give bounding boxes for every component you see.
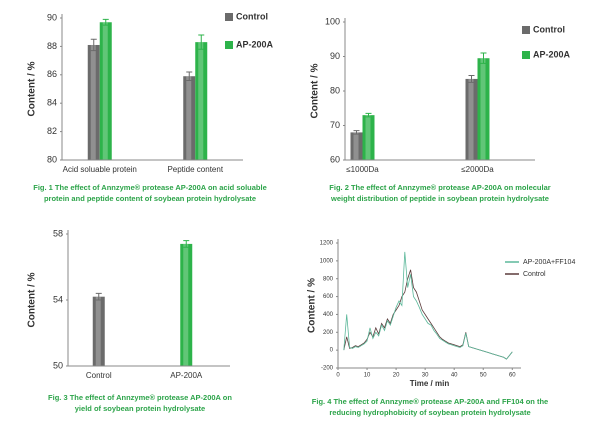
y-tick-label: -200 xyxy=(321,366,334,372)
legend-label: AP-200A+FF104 xyxy=(523,259,575,266)
y-tick-label: 200 xyxy=(323,330,334,336)
bar-highlight xyxy=(183,243,189,366)
caption: yield of soybean protein hydrolysate xyxy=(75,404,205,413)
bar xyxy=(477,58,490,160)
y-tick-label: 82 xyxy=(47,126,57,136)
bar-highlight xyxy=(353,132,359,160)
legend-label: Control xyxy=(236,11,268,21)
error-bar xyxy=(186,71,193,81)
y-tick-label: 60 xyxy=(330,154,340,164)
bar xyxy=(92,296,105,366)
y-tick-label: 80 xyxy=(47,154,57,164)
legend-swatch xyxy=(225,13,233,21)
bar xyxy=(195,42,208,160)
bar xyxy=(87,44,100,161)
y-tick-label: 80 xyxy=(330,85,340,95)
legend-label: Control xyxy=(523,271,546,278)
y-tick-label: 54 xyxy=(53,294,63,304)
error-bar xyxy=(468,74,475,83)
x-tick-label: 40 xyxy=(451,373,458,379)
legend-swatch xyxy=(522,51,530,59)
x-tick-label: 60 xyxy=(509,373,516,379)
x-axis-label: Time / min xyxy=(410,379,450,388)
bar xyxy=(99,22,112,161)
y-tick-label: 58 xyxy=(53,228,63,238)
bar-highlight xyxy=(102,22,108,161)
bar xyxy=(350,132,363,160)
error-bar xyxy=(183,240,190,248)
y-tick-label: 1200 xyxy=(320,241,334,247)
y-tick-label: 400 xyxy=(323,312,334,318)
error-bar xyxy=(365,112,372,118)
x-tick-label: Acid soluable protein xyxy=(63,165,137,174)
legend-swatch xyxy=(225,41,233,49)
bar xyxy=(183,76,196,160)
x-tick-label: 0 xyxy=(336,373,340,379)
line-series xyxy=(343,269,513,360)
error-bar xyxy=(480,52,487,64)
y-axis-label: Content / % xyxy=(27,61,38,116)
caption: Fig. 2 The effect of Annzyme® protease A… xyxy=(329,183,550,192)
bar-highlight xyxy=(480,58,486,160)
bar xyxy=(362,115,375,160)
y-axis-label: Content / % xyxy=(310,63,321,118)
x-tick-label: ≤2000Da xyxy=(461,165,494,174)
bar xyxy=(180,243,193,366)
caption: Fig. 1 The effect of Annzyme® protease A… xyxy=(33,183,267,192)
y-tick-label: 800 xyxy=(323,276,334,282)
error-bar xyxy=(353,130,360,135)
error-bar xyxy=(90,38,97,52)
x-tick-label: 10 xyxy=(364,373,371,379)
caption: Fig. 4 The effect of Annzyme® protease A… xyxy=(312,397,548,406)
bar-highlight xyxy=(198,42,204,160)
legend-swatch xyxy=(522,26,530,34)
caption: reducing hydrophobicity of soybean prote… xyxy=(329,408,530,417)
bar-highlight xyxy=(186,76,192,160)
x-tick-label: 30 xyxy=(422,373,429,379)
error-bar xyxy=(198,34,205,50)
bar-highlight xyxy=(468,78,474,160)
y-tick-label: 600 xyxy=(323,294,334,300)
bar-highlight xyxy=(95,296,101,366)
y-tick-label: 1000 xyxy=(320,258,334,264)
y-axis-label: Content / % xyxy=(27,272,38,327)
y-tick-label: 100 xyxy=(325,16,340,26)
caption: weight distribution of peptide in soybea… xyxy=(330,194,549,203)
x-tick-label: Peptide content xyxy=(167,165,223,174)
x-tick-label: AP-200A xyxy=(170,371,203,380)
y-tick-label: 0 xyxy=(330,348,334,354)
x-tick-label: Control xyxy=(86,371,112,380)
y-tick-label: 88 xyxy=(47,41,57,51)
y-tick-label: 84 xyxy=(47,98,57,108)
bar-highlight xyxy=(365,115,371,160)
y-axis-label: Content / % xyxy=(307,278,318,333)
error-bar xyxy=(95,292,102,301)
y-tick-label: 70 xyxy=(330,120,340,130)
x-tick-label: 50 xyxy=(480,373,487,379)
x-tick-label: 20 xyxy=(393,373,400,379)
y-tick-label: 86 xyxy=(47,69,57,79)
line-series xyxy=(343,251,513,360)
y-tick-label: 90 xyxy=(330,51,340,61)
bar-highlight xyxy=(90,44,96,161)
legend-label: Control xyxy=(533,24,565,34)
legend-label: AP-200A xyxy=(236,39,274,49)
error-bar xyxy=(102,18,109,26)
y-tick-label: 50 xyxy=(53,360,63,370)
legend-label: AP-200A xyxy=(533,49,571,59)
y-tick-label: 90 xyxy=(47,12,57,22)
caption: protein and peptide content of soybean p… xyxy=(44,194,256,203)
x-tick-label: ≤1000Da xyxy=(346,165,379,174)
caption: Fig. 3 The effect of Annzyme® protease A… xyxy=(48,393,232,402)
bar xyxy=(465,78,478,160)
